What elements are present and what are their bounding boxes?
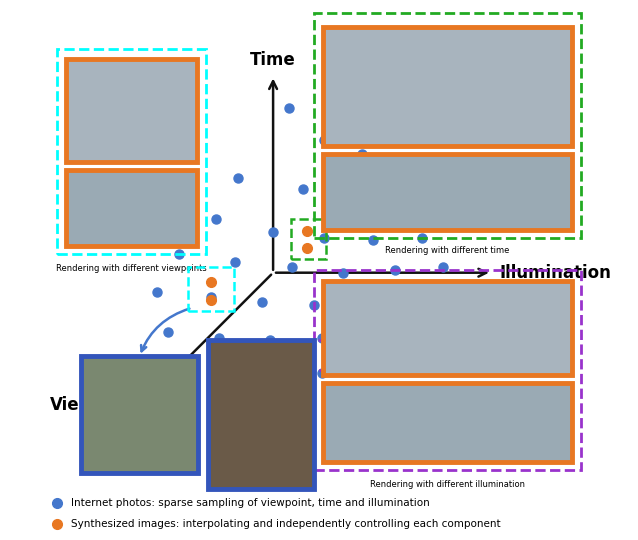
Bar	[66, 59, 197, 162]
Bar	[323, 27, 572, 146]
Text: Internet photos: sparse sampling of viewpoint, time and illumination: Internet photos: sparse sampling of view…	[71, 498, 429, 508]
Text: Time: Time	[250, 51, 296, 69]
Text: Rendering with different time: Rendering with different time	[385, 246, 509, 255]
Bar	[323, 154, 572, 230]
Bar	[291, 219, 326, 259]
Bar	[314, 270, 581, 470]
Bar	[188, 267, 234, 310]
Bar	[66, 170, 197, 246]
Bar	[57, 49, 205, 254]
Text: Viewpoint: Viewpoint	[50, 396, 144, 414]
Text: Rendering with different illumination: Rendering with different illumination	[370, 480, 524, 489]
Bar	[323, 281, 572, 375]
Bar	[208, 340, 314, 489]
Bar	[323, 383, 572, 462]
Bar	[226, 340, 361, 370]
Text: Rendering with different viewpoints: Rendering with different viewpoints	[56, 264, 207, 273]
Bar	[82, 356, 198, 472]
Text: Illumination: Illumination	[500, 264, 612, 282]
Text: Synthesized images: interpolating and independently controlling each component: Synthesized images: interpolating and in…	[71, 519, 500, 529]
Bar	[314, 14, 581, 238]
